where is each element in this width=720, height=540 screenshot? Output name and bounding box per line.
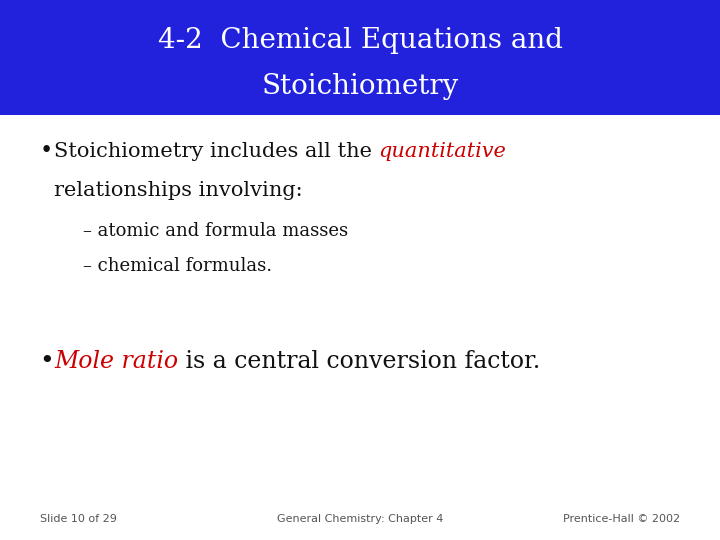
Text: •: • <box>40 350 54 373</box>
Text: General Chemistry: Chapter 4: General Chemistry: Chapter 4 <box>276 515 444 524</box>
Text: Stoichiometry: Stoichiometry <box>261 73 459 100</box>
Text: Prentice-Hall © 2002: Prentice-Hall © 2002 <box>563 515 680 524</box>
Text: quantitative: quantitative <box>379 141 506 161</box>
Text: Mole ratio: Mole ratio <box>54 350 178 373</box>
Text: Slide 10 of 29: Slide 10 of 29 <box>40 515 117 524</box>
Text: is a central conversion factor.: is a central conversion factor. <box>178 350 541 373</box>
Text: •: • <box>40 140 53 162</box>
Text: Stoichiometry includes all the: Stoichiometry includes all the <box>54 141 379 161</box>
Text: 4-2  Chemical Equations and: 4-2 Chemical Equations and <box>158 27 562 54</box>
Text: – atomic and formula masses: – atomic and formula masses <box>83 221 348 240</box>
Text: – chemical formulas.: – chemical formulas. <box>83 256 272 275</box>
Text: relationships involving:: relationships involving: <box>54 180 302 200</box>
